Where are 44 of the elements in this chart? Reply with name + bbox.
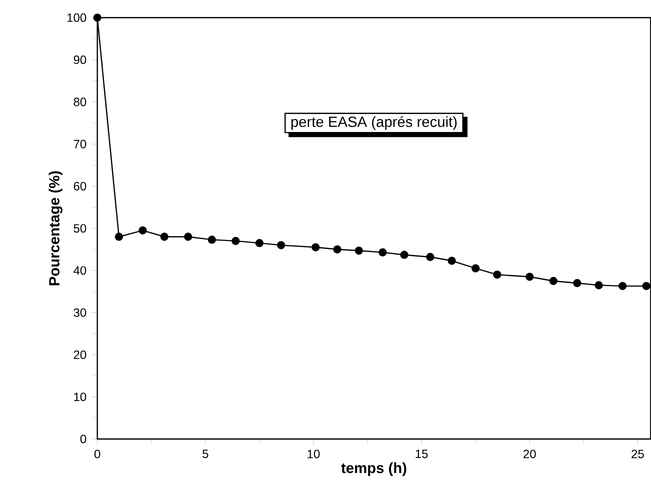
annotation: perte EASA (aprés recuit) bbox=[291, 116, 457, 130]
y-tick-label: 80 bbox=[74, 98, 86, 106]
point bbox=[160, 232, 168, 241]
point bbox=[549, 276, 558, 286]
point bbox=[400, 250, 408, 259]
x-tick-label: 20 bbox=[524, 450, 536, 458]
point bbox=[493, 270, 502, 279]
point bbox=[114, 232, 124, 241]
point bbox=[378, 248, 387, 256]
point bbox=[255, 239, 264, 248]
point bbox=[276, 241, 286, 250]
point bbox=[573, 279, 582, 288]
x-tick-label: 15 bbox=[416, 450, 428, 458]
point bbox=[184, 232, 192, 241]
point bbox=[312, 243, 320, 252]
point bbox=[354, 246, 363, 255]
y-tick-label: 60 bbox=[74, 182, 86, 190]
x-tick-label: 5 bbox=[202, 450, 208, 458]
y-tick-label: 90 bbox=[74, 56, 86, 64]
point bbox=[448, 256, 456, 265]
y-tick-label: 40 bbox=[74, 266, 86, 275]
y-axis-title: Pourcentage (%) bbox=[48, 171, 62, 286]
point bbox=[138, 226, 147, 234]
point bbox=[526, 272, 534, 281]
point bbox=[594, 281, 603, 290]
x-tick-label: 25 bbox=[632, 450, 644, 458]
y-tick-label: 0 bbox=[80, 434, 86, 444]
y-tick-label: 20 bbox=[74, 350, 86, 359]
y-tick-label: 50 bbox=[74, 224, 86, 233]
x-axis-title: temps (h) bbox=[341, 462, 406, 476]
x-tick-label: 10 bbox=[308, 450, 320, 458]
point bbox=[232, 236, 240, 246]
point bbox=[472, 264, 480, 272]
point bbox=[93, 14, 102, 22]
y-tick-label: 100 bbox=[68, 13, 86, 22]
point bbox=[208, 236, 216, 244]
x-tick-label: 0 bbox=[94, 450, 100, 458]
y-tick-label: 70 bbox=[74, 140, 86, 148]
point bbox=[333, 245, 342, 254]
y-tick-label: 30 bbox=[74, 308, 86, 317]
point bbox=[642, 282, 650, 290]
point bbox=[426, 252, 434, 262]
point bbox=[618, 282, 627, 290]
y-tick-label: 10 bbox=[74, 392, 86, 402]
